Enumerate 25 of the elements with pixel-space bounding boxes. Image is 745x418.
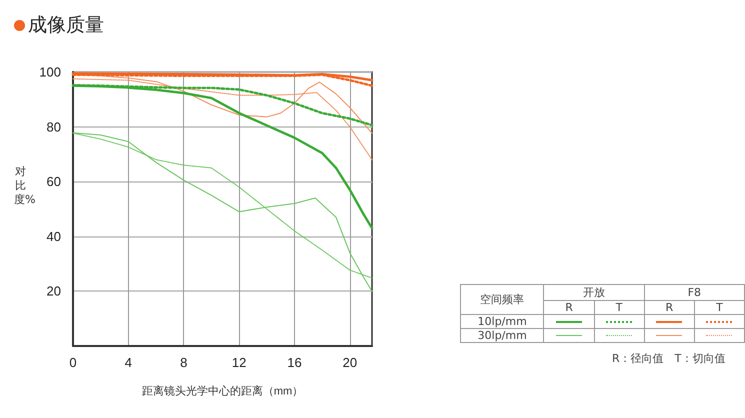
x-tick-label: 20	[342, 355, 358, 370]
line-series	[72, 78, 372, 160]
text: T	[694, 300, 744, 314]
x-tick-label: 8	[180, 355, 188, 370]
text: 空间频率	[460, 284, 544, 314]
text: R：径向值 T：切向值	[612, 351, 726, 366]
y-tick-label: 80	[46, 119, 61, 134]
text: T	[594, 300, 644, 314]
text: F8	[644, 284, 744, 300]
y-tick-label: 40	[46, 228, 61, 244]
y-tick-label: 20	[46, 284, 61, 299]
x-axis-title: 距离镜头光学中心的距离（mm）	[142, 384, 304, 398]
y-tick-label: 100	[39, 64, 61, 80]
text: 10lp/mm	[460, 314, 544, 328]
text: R	[644, 300, 694, 314]
text: R	[544, 300, 594, 314]
x-tick-label: 4	[124, 355, 132, 370]
text: 30lp/mm	[460, 328, 544, 342]
x-tick-label: 0	[69, 355, 77, 370]
text: 开放	[544, 284, 644, 300]
y-tick-label: 60	[46, 174, 61, 190]
chart-title: 成像质量	[28, 13, 104, 38]
y-axis-title: 对比度%	[14, 165, 36, 207]
x-tick-label: 12	[232, 355, 246, 370]
x-tick-label: 16	[287, 355, 302, 370]
